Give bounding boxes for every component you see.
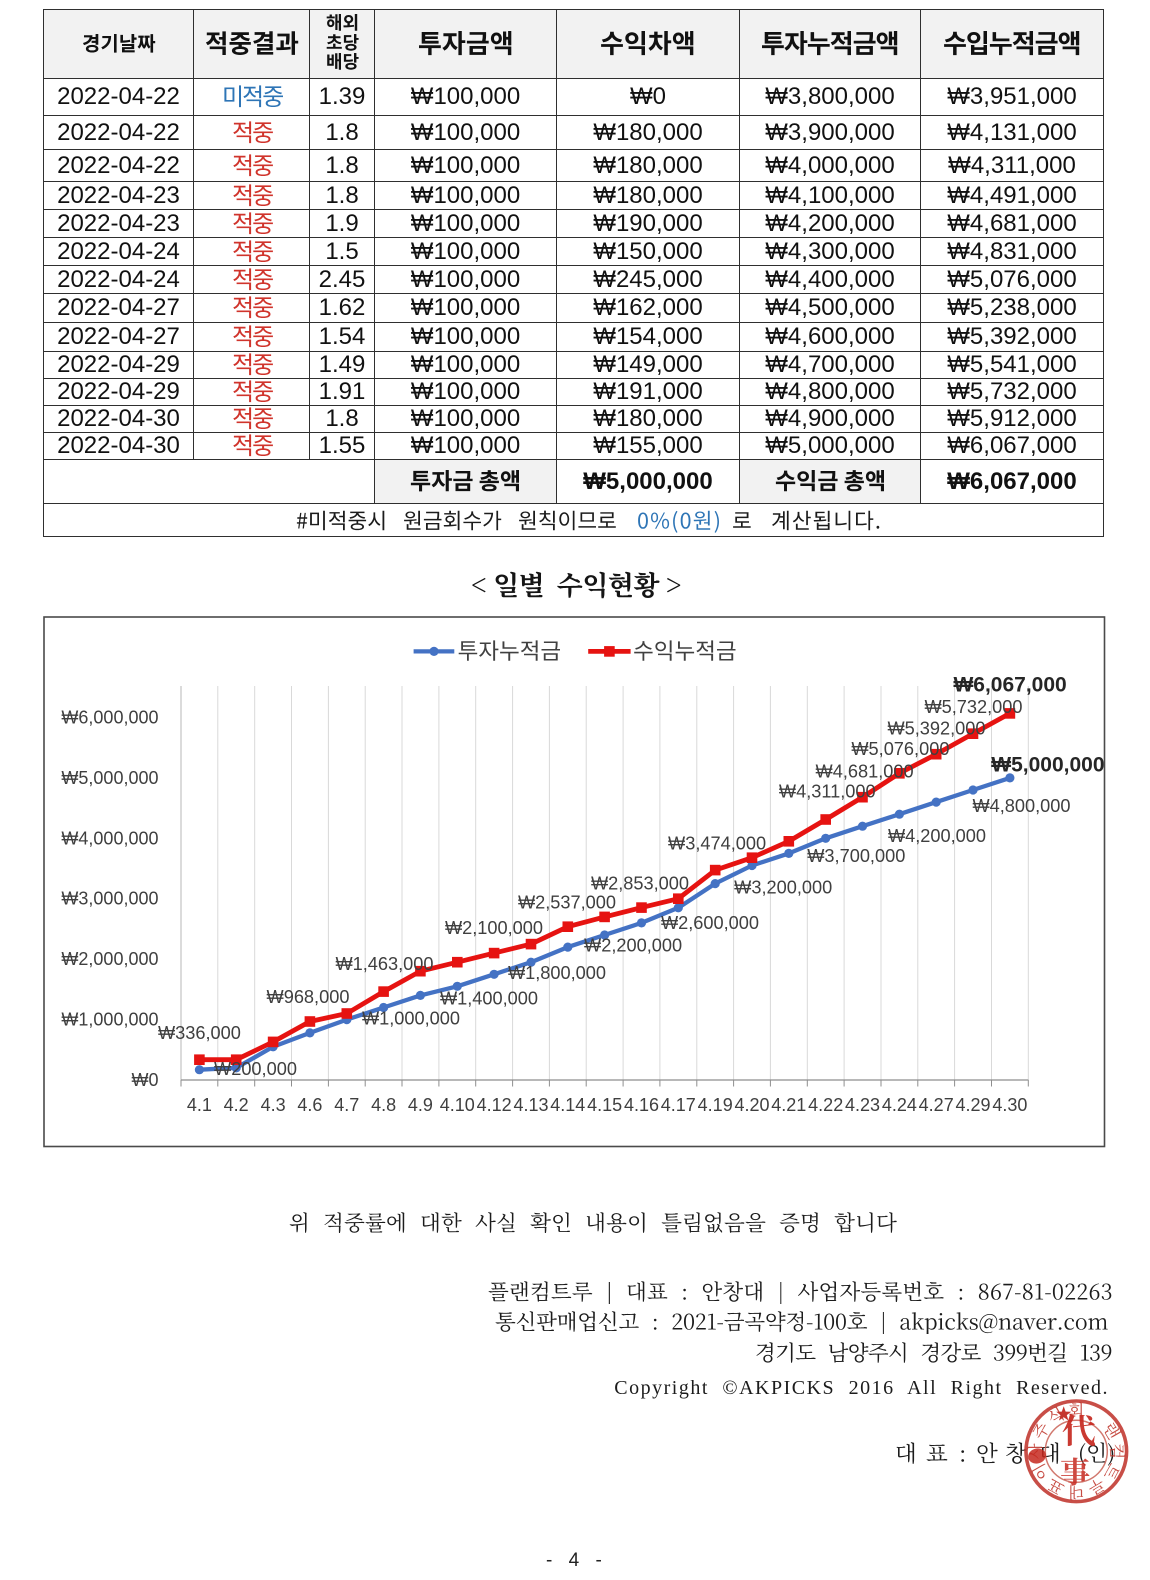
svg-text:4.23: 4.23 [845, 1095, 880, 1115]
svg-text:4.22: 4.22 [808, 1095, 843, 1115]
svg-text:4.13: 4.13 [513, 1095, 548, 1115]
svg-text:₩3,474,000: ₩3,474,000 [668, 834, 766, 854]
svg-text:₩4,000,000: ₩4,000,000 [61, 828, 158, 848]
svg-text:4.21: 4.21 [771, 1095, 806, 1115]
svg-text:₩1,000,000: ₩1,000,000 [61, 1010, 158, 1030]
svg-text:4.10: 4.10 [440, 1095, 475, 1115]
svg-text:₩6,067,000: ₩6,067,000 [953, 674, 1066, 697]
svg-text:₩5,392,000: ₩5,392,000 [887, 719, 985, 739]
svg-text:₩1,000,000: ₩1,000,000 [362, 1009, 460, 1029]
svg-text:4.16: 4.16 [624, 1095, 659, 1115]
svg-text:4.29: 4.29 [955, 1095, 990, 1115]
svg-text:₩2,853,000: ₩2,853,000 [591, 873, 689, 893]
svg-text:₩2,100,000: ₩2,100,000 [445, 918, 543, 938]
svg-text:₩5,076,000: ₩5,076,000 [851, 739, 949, 759]
svg-text:4.24: 4.24 [882, 1095, 917, 1115]
svg-text:₩200,000: ₩200,000 [214, 1059, 297, 1079]
svg-text:₩336,000: ₩336,000 [158, 1023, 241, 1043]
svg-text:4.30: 4.30 [992, 1095, 1027, 1115]
svg-text:4.20: 4.20 [734, 1095, 769, 1115]
svg-text:₩3,200,000: ₩3,200,000 [734, 877, 832, 897]
svg-text:4.1: 4.1 [187, 1095, 212, 1115]
svg-text:4.6: 4.6 [297, 1095, 322, 1115]
svg-text:₩968,000: ₩968,000 [267, 987, 350, 1007]
svg-text:4.9: 4.9 [408, 1095, 433, 1115]
svg-text:₩4,200,000: ₩4,200,000 [888, 826, 986, 846]
svg-text:₩5,000,000: ₩5,000,000 [991, 753, 1104, 776]
svg-text:4.12: 4.12 [477, 1095, 512, 1115]
svg-text:₩4,311,000: ₩4,311,000 [779, 782, 876, 802]
svg-text:₩1,400,000: ₩1,400,000 [440, 988, 538, 1008]
svg-text:4.15: 4.15 [587, 1095, 622, 1115]
svg-text:4.14: 4.14 [550, 1095, 585, 1115]
svg-text:₩4,800,000: ₩4,800,000 [972, 796, 1070, 816]
svg-text:₩1,463,000: ₩1,463,000 [335, 954, 433, 974]
svg-text:4.8: 4.8 [371, 1095, 396, 1115]
svg-text:₩2,600,000: ₩2,600,000 [661, 913, 759, 933]
svg-text:₩2,000,000: ₩2,000,000 [61, 949, 158, 969]
svg-text:4.3: 4.3 [261, 1095, 286, 1115]
svg-text:₩5,000,000: ₩5,000,000 [61, 768, 158, 788]
svg-text:₩5,732,000: ₩5,732,000 [924, 697, 1022, 717]
svg-text:₩3,000,000: ₩3,000,000 [61, 889, 158, 909]
svg-text:4.7: 4.7 [334, 1095, 359, 1115]
svg-text:₩6,000,000: ₩6,000,000 [61, 708, 158, 728]
svg-text:₩0: ₩0 [132, 1070, 159, 1090]
svg-text:4.27: 4.27 [919, 1095, 954, 1115]
svg-text:₩3,700,000: ₩3,700,000 [807, 846, 905, 866]
svg-text:₩4,681,000: ₩4,681,000 [816, 762, 914, 782]
svg-text:₩2,200,000: ₩2,200,000 [584, 935, 682, 955]
svg-text:4.19: 4.19 [698, 1095, 733, 1115]
svg-text:₩1,800,000: ₩1,800,000 [508, 963, 606, 983]
svg-text:₩2,537,000: ₩2,537,000 [518, 893, 616, 913]
svg-text:4.17: 4.17 [661, 1095, 696, 1115]
svg-text:4.2: 4.2 [224, 1095, 249, 1115]
